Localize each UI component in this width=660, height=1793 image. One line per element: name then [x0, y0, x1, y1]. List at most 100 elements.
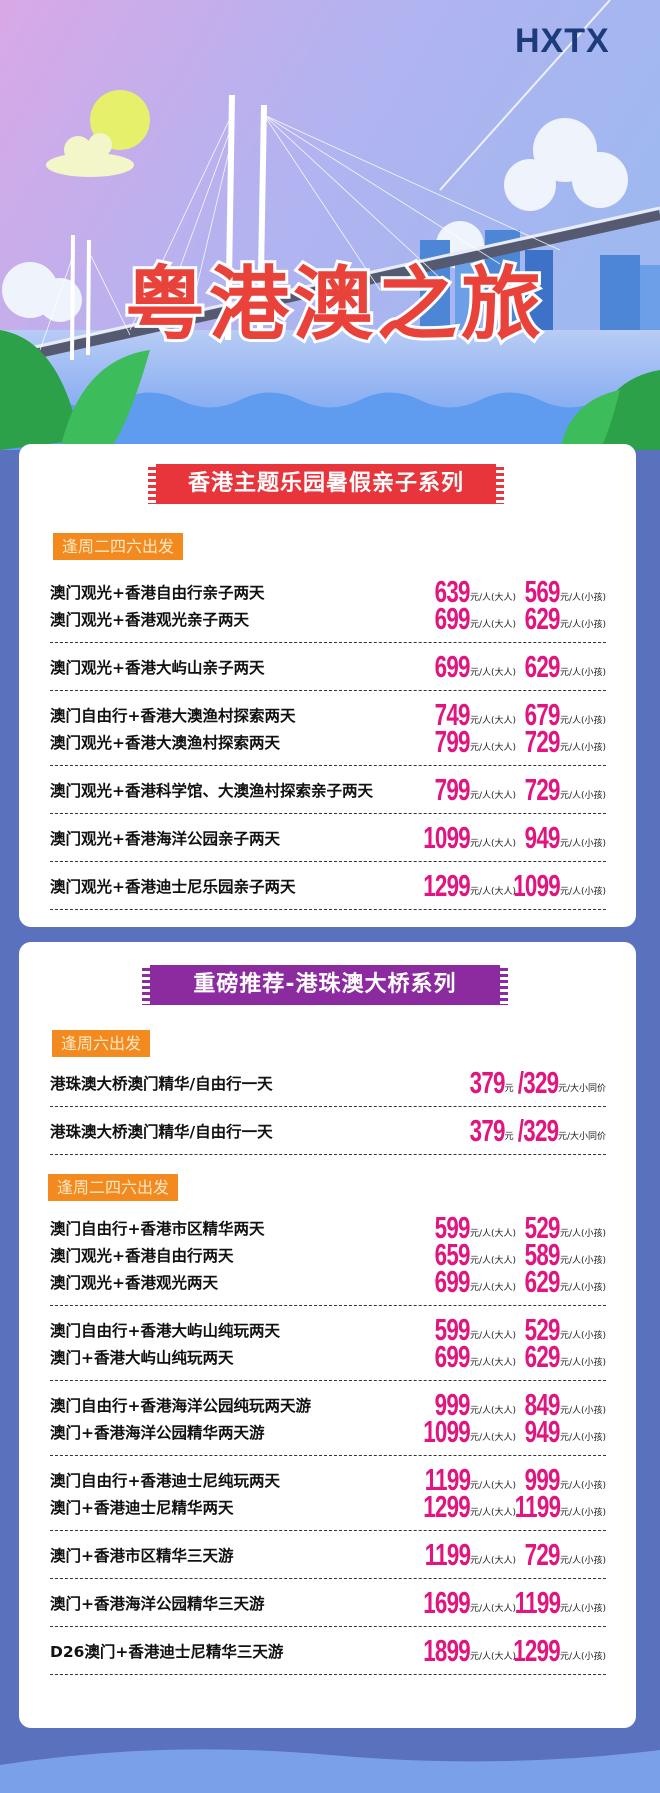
- child-price-value: 1099: [513, 868, 560, 903]
- child-price-unit: 元/人(小孩): [559, 887, 606, 897]
- price-block: 999 元/人(大人) 849 元/人(小孩): [386, 1389, 606, 1420]
- section-banner: 重磅推荐-港珠澳大桥系列: [142, 965, 508, 1005]
- route-group: 澳门自由行+香港海洋公园纯玩两天游 999 元/人(大人) 849 元/人(小孩) 澳门+…: [50, 1381, 606, 1456]
- adult-price-unit: 元/人(大人): [469, 1508, 516, 1518]
- child-price-unit: 元/人(小孩): [559, 1433, 606, 1443]
- route-name: 澳门观光+香港观光两天: [50, 1273, 218, 1292]
- route-row[interactable]: 澳门自由行+香港大澳渔村探索两天 749 元/人(大人) 679 元/人(小孩): [50, 699, 606, 730]
- price-unit: 元: [504, 1132, 514, 1142]
- price-block: 659 元/人(大人) 589 元/人(小孩): [386, 1239, 606, 1270]
- route-name: 澳门观光+香港迪士尼乐园亲子两天: [50, 877, 296, 896]
- adult-price: 749 元/人(大人): [386, 699, 516, 730]
- route-row[interactable]: 澳门观光+香港大澳渔村探索两天 799 元/人(大人) 729 元/人(小孩): [50, 726, 606, 757]
- route-name: 澳门+香港海洋公园精华三天游: [50, 1594, 265, 1613]
- route-group: 澳门观光+香港大屿山亲子两天 699 元/人(大人) 629 元/人(小孩): [50, 643, 606, 691]
- hero-banner-illustration: 粤港澳之旅: [0, 0, 660, 450]
- adult-price-value: 599: [434, 1312, 471, 1347]
- child-price-unit: 元/人(小孩): [559, 743, 606, 753]
- route-row[interactable]: 澳门自由行+香港市区精华两天 599 元/人(大人) 529 元/人(小孩): [50, 1212, 606, 1243]
- route-group: 澳门自由行+香港迪士尼纯玩两天 1199 元/人(大人) 999 元/人(小孩) 澳门+香…: [50, 1456, 606, 1531]
- adult-price-value: 639: [434, 574, 471, 609]
- price-block: 1299 元/人(大人) 1199 元/人(小孩): [386, 1489, 606, 1524]
- child-price: 529 元/人(小孩): [516, 1212, 606, 1243]
- route-row[interactable]: 澳门+香港海洋公园精华三天游 1699 元/人(大人) 1199 元/人(小孩): [50, 1585, 606, 1620]
- route-name: 港珠澳大桥澳门精华/自由行一天: [50, 1122, 273, 1141]
- child-price: 729 元/人(小孩): [516, 1537, 606, 1572]
- price-block: 699 元/人(大人) 629 元/人(小孩): [386, 603, 606, 634]
- child-price-value: 729: [524, 1537, 561, 1572]
- child-price-unit: 元/人(小孩): [559, 1229, 606, 1239]
- route-name: 澳门自由行+香港迪士尼纯玩两天: [50, 1471, 280, 1490]
- route-row[interactable]: 澳门+香港大屿山纯玩两天 699 元/人(大人) 629 元/人(小孩): [50, 1341, 606, 1372]
- route-row[interactable]: 澳门观光+香港海洋公园亲子两天 1099 元/人(大人) 949 元/人(小孩): [50, 822, 606, 853]
- price-unit: 元: [504, 1084, 514, 1094]
- child-price-unit: 元/人(小孩): [559, 1604, 606, 1614]
- route-name: 澳门自由行+香港市区精华两天: [50, 1219, 265, 1238]
- adult-price-unit: 元/人(大人): [469, 839, 516, 849]
- price-value: 379: [469, 1113, 506, 1148]
- child-price: 679 元/人(小孩): [516, 699, 606, 730]
- route-name: 澳门+香港迪士尼精华两天: [50, 1498, 234, 1517]
- same-price: 379 元/329 元/大小同价: [468, 1113, 606, 1148]
- adult-price-unit: 元/人(大人): [469, 1283, 516, 1293]
- route-name: 澳门+香港市区精华三天游: [50, 1546, 234, 1565]
- child-price: 729 元/人(小孩): [516, 726, 606, 757]
- child-price: 1199 元/人(小孩): [514, 1491, 606, 1522]
- adult-price-value: 1299: [423, 1489, 470, 1524]
- route-row[interactable]: 澳门观光+香港观光亲子两天 699 元/人(大人) 629 元/人(小孩): [50, 603, 606, 634]
- adult-price-unit: 元/人(大人): [469, 620, 516, 630]
- route-row[interactable]: 澳门观光+香港观光两天 699 元/人(大人) 629 元/人(小孩): [50, 1266, 606, 1297]
- adult-price: 999 元/人(大人): [386, 1389, 516, 1420]
- price-block: 379 元/329 元/大小同价: [468, 1113, 606, 1148]
- route-group: 澳门观光+香港科学馆、大澳渔村探索亲子两天 799 元/人(大人) 729 元/人(小孩…: [50, 766, 606, 814]
- route-row[interactable]: 澳门观光+香港自由行两天 659 元/人(大人) 589 元/人(小孩): [50, 1239, 606, 1270]
- route-row[interactable]: 澳门+香港海洋公园精华两天游 1099 元/人(大人) 949 元/人(小孩): [50, 1414, 606, 1449]
- child-price-value: 1199: [514, 1585, 560, 1620]
- section-banner: 香港主题乐园暑假亲子系列: [148, 464, 504, 504]
- route-list: 澳门观光+香港自由行亲子两天 639 元/人(大人) 569 元/人(小孩) 澳门观光+香…: [50, 568, 606, 910]
- route-row[interactable]: D26澳门+香港迪士尼精华三天游 1899 元/人(大人) 1299 元/人(小孩): [50, 1633, 606, 1668]
- route-row[interactable]: 港珠澳大桥澳门精华/自由行一天 379 元/329 元/大小同价: [50, 1067, 606, 1098]
- price-block: 699 元/人(大人) 629 元/人(小孩): [386, 1341, 606, 1372]
- adult-price: 699 元/人(大人): [386, 603, 516, 634]
- child-price-value: 1299: [513, 1633, 560, 1668]
- route-list: 港珠澳大桥澳门精华/自由行一天 379 元/329 元/大小同价 港珠澳大桥澳门精华/自…: [50, 1059, 606, 1155]
- price-value: /329: [517, 1113, 558, 1148]
- adult-price-unit: 元/人(大人): [469, 1256, 516, 1266]
- price-block: 1299 元/人(大人) 1099 元/人(小孩): [386, 868, 606, 903]
- child-price: 729 元/人(小孩): [516, 774, 606, 805]
- price-unit: 元/大小同价: [557, 1084, 606, 1094]
- price-block: 1199 元/人(大人) 999 元/人(小孩): [386, 1464, 606, 1495]
- adult-price-value: 799: [434, 772, 471, 807]
- adult-price: 1199 元/人(大人): [386, 1464, 516, 1495]
- adult-price: 1299 元/人(大人): [386, 870, 516, 901]
- child-price: 999 元/人(小孩): [516, 1464, 606, 1495]
- route-name: 澳门+香港海洋公园精华两天游: [50, 1423, 265, 1442]
- route-row[interactable]: 澳门+香港迪士尼精华两天 1299 元/人(大人) 1199 元/人(小孩): [50, 1489, 606, 1524]
- route-row[interactable]: 澳门自由行+香港大屿山纯玩两天 599 元/人(大人) 529 元/人(小孩): [50, 1312, 606, 1347]
- price-block: 1199 元/人(大人) 729 元/人(小孩): [386, 1537, 606, 1572]
- price-block: 1099 元/人(大人) 949 元/人(小孩): [386, 1414, 606, 1449]
- route-list: 澳门自由行+香港市区精华两天 599 元/人(大人) 529 元/人(小孩) 澳门观光+香…: [50, 1204, 606, 1675]
- route-name: 澳门观光+香港观光亲子两天: [50, 610, 249, 629]
- child-price-value: 569: [524, 574, 561, 609]
- route-row[interactable]: 澳门自由行+香港海洋公园纯玩两天游 999 元/人(大人) 849 元/人(小孩): [50, 1389, 606, 1420]
- route-row[interactable]: 澳门观光+香港迪士尼乐园亲子两天 1299 元/人(大人) 1099 元/人(小孩): [50, 868, 606, 903]
- route-group: 澳门观光+香港迪士尼乐园亲子两天 1299 元/人(大人) 1099 元/人(小孩): [50, 862, 606, 910]
- route-name: 澳门观光+香港大澳渔村探索两天: [50, 733, 280, 752]
- cloud-icon: [2, 118, 628, 322]
- child-price-value: 949: [524, 1414, 561, 1449]
- route-group: 港珠澳大桥澳门精华/自由行一天 379 元/329 元/大小同价: [50, 1059, 606, 1107]
- route-row[interactable]: 港珠澳大桥澳门精华/自由行一天 379 元/329 元/大小同价: [50, 1113, 606, 1148]
- route-row[interactable]: 澳门观光+香港科学馆、大澳渔村探索亲子两天 799 元/人(大人) 729 元/人(小孩…: [50, 772, 606, 807]
- route-row[interactable]: 澳门观光+香港自由行亲子两天 639 元/人(大人) 569 元/人(小孩): [50, 574, 606, 609]
- adult-price-value: 1899: [423, 1633, 470, 1668]
- route-row[interactable]: 澳门+香港市区精华三天游 1199 元/人(大人) 729 元/人(小孩): [50, 1537, 606, 1572]
- route-row[interactable]: 澳门观光+香港大屿山亲子两天 699 元/人(大人) 629 元/人(小孩): [50, 651, 606, 682]
- route-group: 澳门自由行+香港大澳渔村探索两天 749 元/人(大人) 679 元/人(小孩) 澳门观光…: [50, 691, 606, 766]
- child-price: 569 元/人(小孩): [516, 574, 606, 609]
- adult-price-unit: 元/人(大人): [469, 1406, 516, 1416]
- adult-price: 1099 元/人(大人): [386, 822, 516, 853]
- price-block: 749 元/人(大人) 679 元/人(小孩): [386, 699, 606, 730]
- route-row[interactable]: 澳门自由行+香港迪士尼纯玩两天 1199 元/人(大人) 999 元/人(小孩): [50, 1464, 606, 1495]
